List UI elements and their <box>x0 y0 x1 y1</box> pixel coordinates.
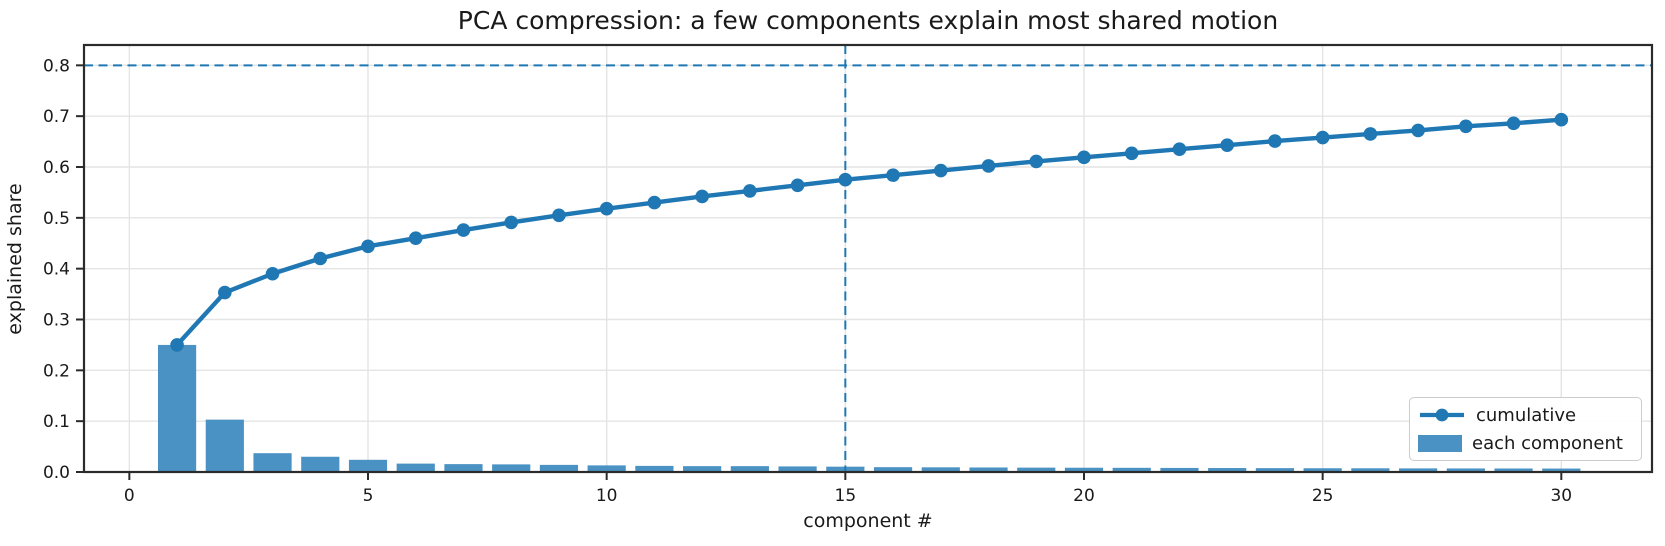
svg-text:0.6: 0.6 <box>43 158 70 178</box>
each-component-bars <box>157 344 1581 472</box>
legend-entry-each-component: each component <box>1418 430 1633 456</box>
tick-labels: 0 5 10 15 20 25 30 0.0 0.1 0.2 0.3 0.4 0.5 0.6 0.7 0.8 <box>43 56 1572 506</box>
axis-ticks <box>76 64 1563 480</box>
svg-text:0.8: 0.8 <box>43 56 70 76</box>
svg-text:0.3: 0.3 <box>43 311 70 331</box>
svg-text:10: 10 <box>596 486 618 506</box>
svg-text:20: 20 <box>1073 486 1095 506</box>
legend-label-each-component: each component <box>1472 432 1623 454</box>
cumulative-line <box>174 117 1564 348</box>
svg-text:0.1: 0.1 <box>43 412 70 432</box>
x-axis-label: component # <box>803 510 933 532</box>
reference-lines <box>84 45 1652 472</box>
svg-text:0.7: 0.7 <box>43 107 70 127</box>
axes-spines <box>82 43 1654 474</box>
cumulative-line-swatch-icon <box>1420 408 1464 422</box>
svg-text:25: 25 <box>1312 486 1334 506</box>
svg-text:5: 5 <box>363 486 374 506</box>
svg-text:0: 0 <box>124 486 135 506</box>
legend-entry-cumulative: cumulative <box>1418 402 1633 428</box>
svg-text:0.2: 0.2 <box>43 361 70 381</box>
svg-text:0.4: 0.4 <box>43 260 70 280</box>
legend-label-cumulative: cumulative <box>1476 404 1577 426</box>
bar-swatch-icon <box>1418 434 1462 452</box>
chart-title: PCA compression: a few components explai… <box>457 6 1279 35</box>
svg-text:0.5: 0.5 <box>43 209 70 229</box>
cumulative-markers <box>170 112 1569 352</box>
svg-text:0.0: 0.0 <box>43 463 70 483</box>
svg-text:30: 30 <box>1550 486 1572 506</box>
legend: cumulative each component <box>1409 397 1642 461</box>
svg-text:15: 15 <box>835 486 857 506</box>
